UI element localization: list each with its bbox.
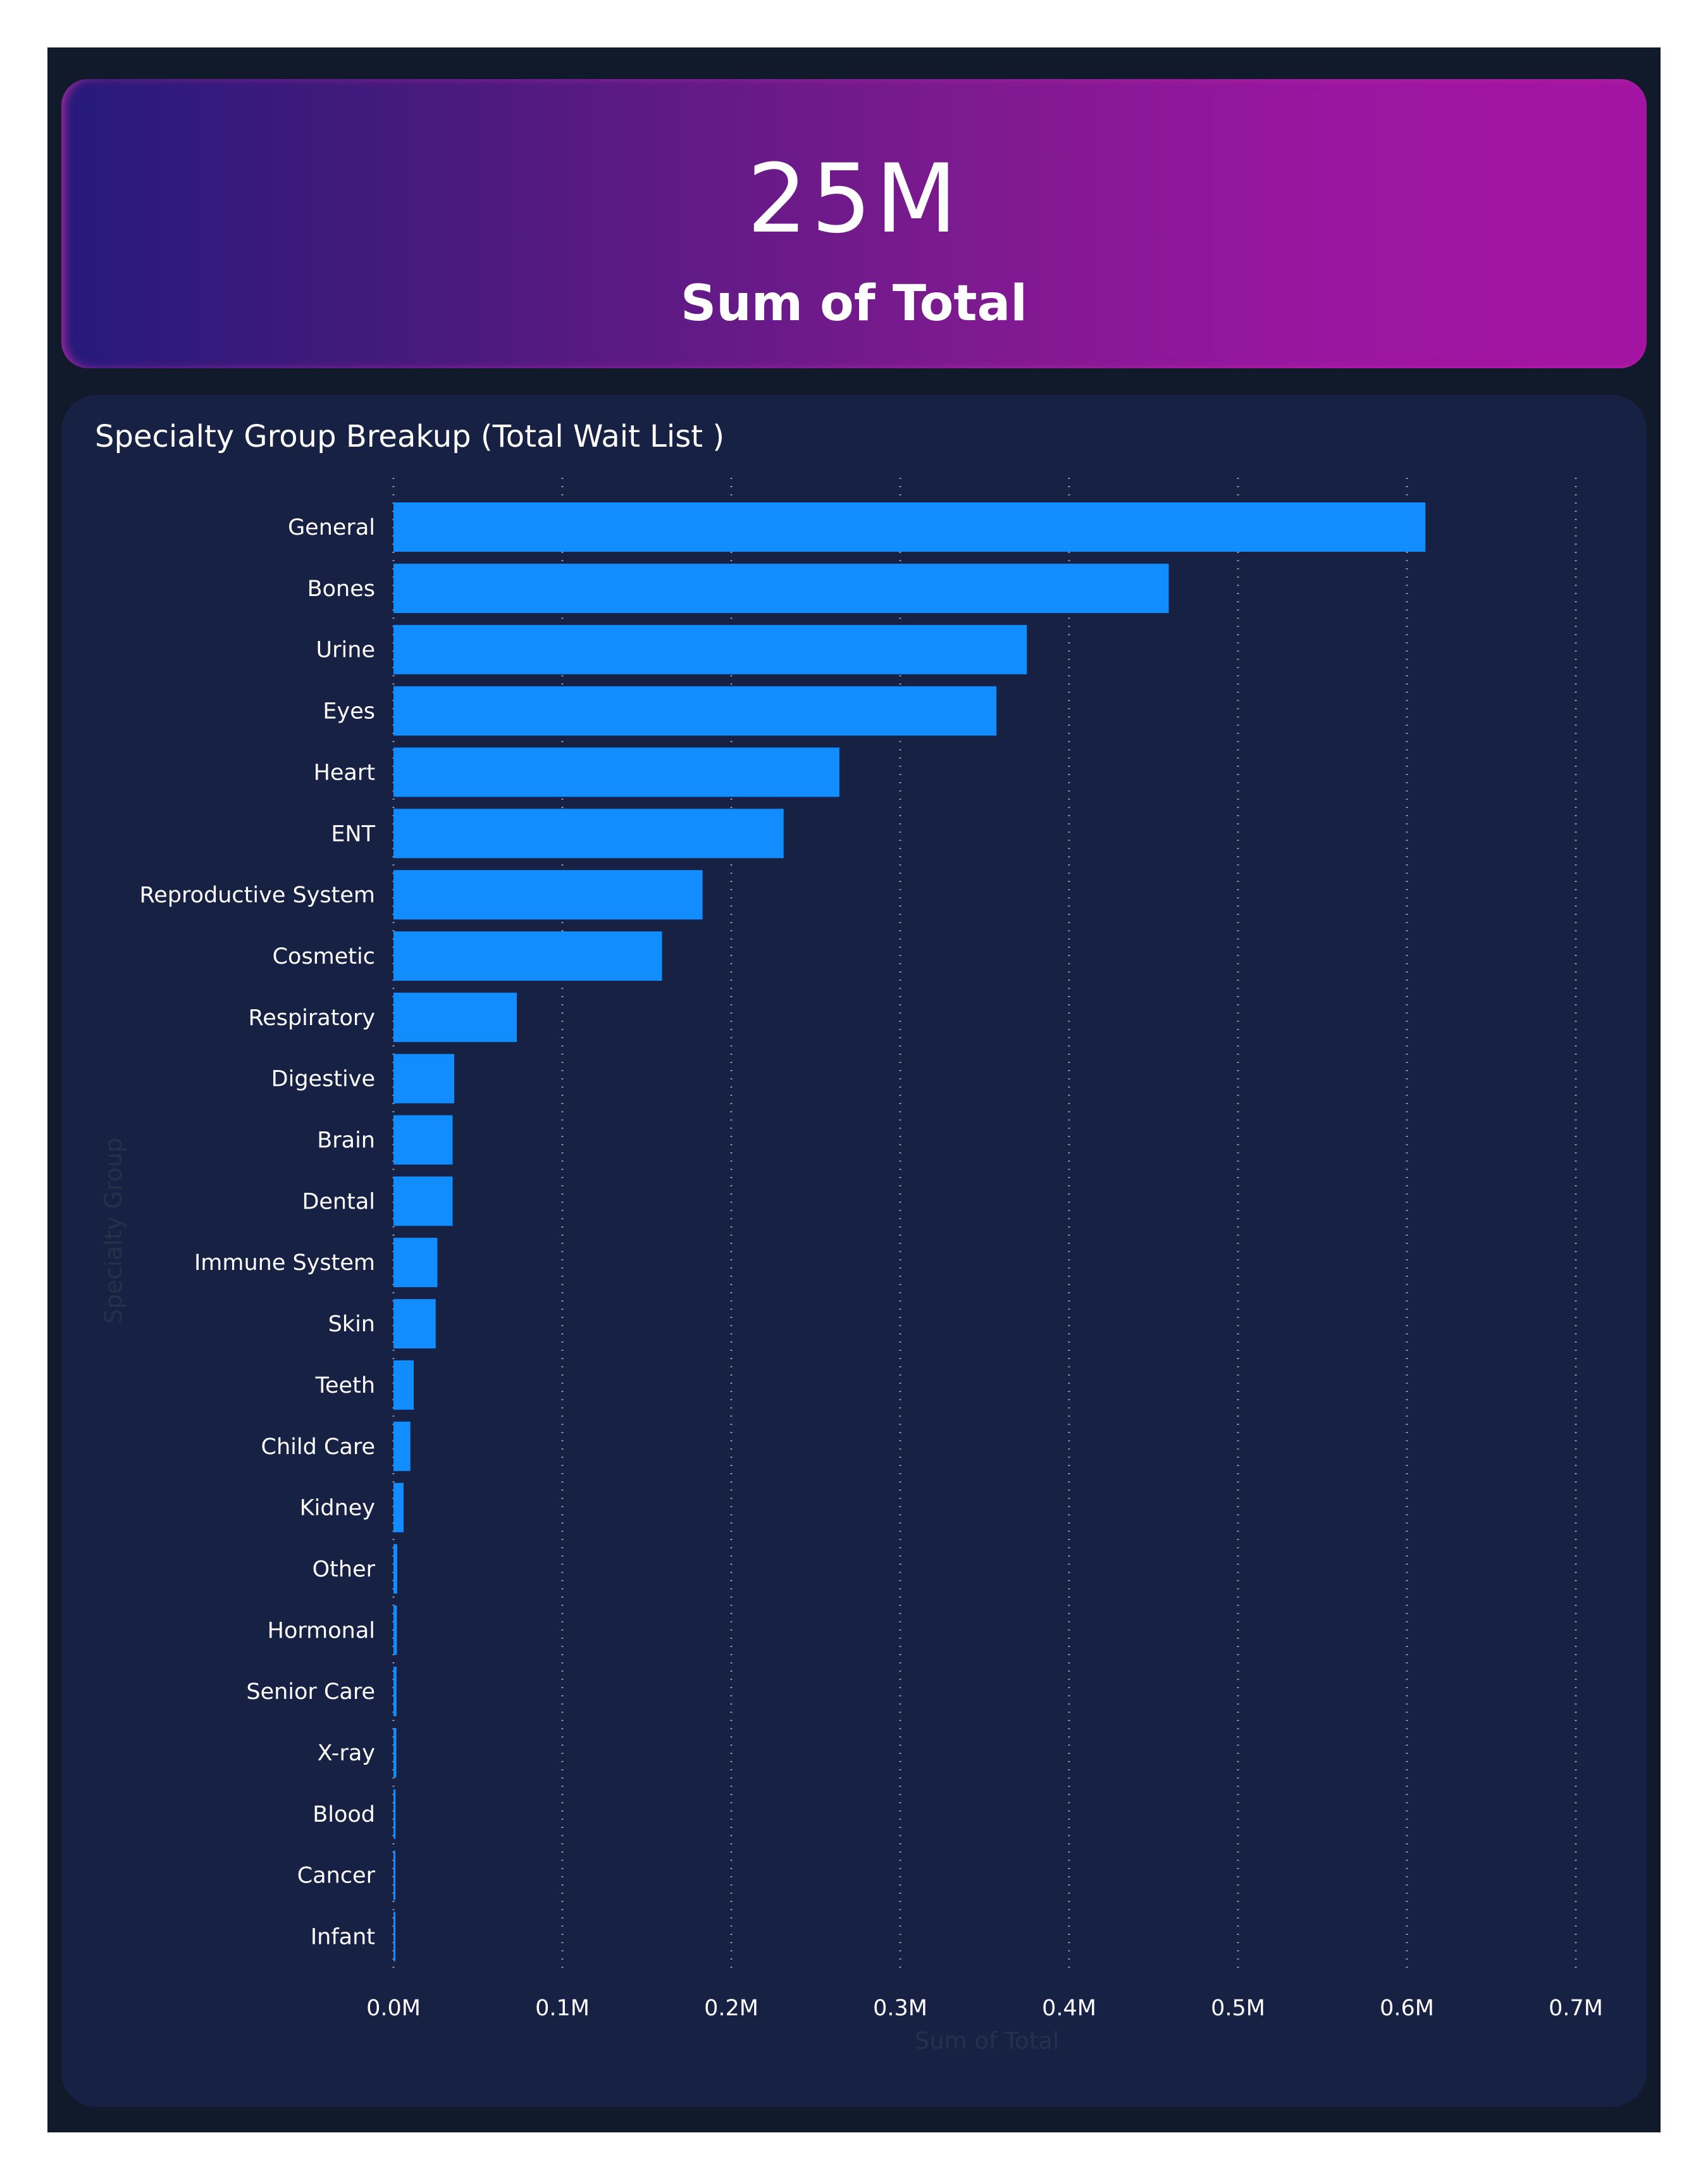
bar-kidney[interactable] (393, 1483, 404, 1533)
category-label: Hormonal (268, 1618, 375, 1643)
category-label: Senior Care (246, 1679, 375, 1705)
category-label: Reproductive System (139, 883, 375, 908)
category-label: Teeth (315, 1373, 375, 1398)
x-tick-label: 0.6M (1380, 1996, 1434, 2021)
bar-child-care[interactable] (393, 1421, 411, 1471)
bar-digestive[interactable] (393, 1054, 455, 1104)
category-label: Blood (313, 1802, 375, 1827)
category-label: ENT (331, 821, 375, 847)
bar-immune-system[interactable] (393, 1238, 438, 1288)
x-tick-label: 0.1M (535, 1996, 590, 2021)
bar-cancer[interactable] (393, 1850, 395, 1900)
category-label: Kidney (300, 1496, 375, 1521)
kpi-label: Sum of Total (681, 275, 1027, 332)
bar-other[interactable] (393, 1544, 397, 1594)
category-label: Respiratory (248, 1005, 375, 1031)
category-label: Heart (314, 760, 375, 785)
category-label: Immune System (194, 1250, 375, 1276)
x-tick-label: 0.4M (1042, 1996, 1096, 2021)
bar-general[interactable] (393, 502, 1426, 552)
bar-blood[interactable] (393, 1789, 396, 1839)
y-axis-title: Specialty Group (100, 1138, 127, 1324)
category-label: Skin (328, 1312, 375, 1337)
category-label: Urine (316, 638, 375, 663)
category-label: Brain (317, 1128, 375, 1154)
category-label: Child Care (261, 1434, 375, 1460)
bars (393, 502, 1426, 1962)
category-label: General (288, 515, 375, 540)
bar-reproductive-system[interactable] (393, 870, 703, 920)
bar-infant[interactable] (393, 1912, 395, 1962)
x-tick-label: 0.2M (704, 1996, 758, 2021)
bar-eyes[interactable] (393, 686, 997, 736)
x-axis-title: Sum of Total (915, 2027, 1060, 2055)
x-tick-label: 0.7M (1549, 1996, 1603, 2021)
kpi-card[interactable] (61, 79, 1647, 368)
bar-urine[interactable] (393, 625, 1027, 675)
category-label: Cosmetic (273, 944, 375, 969)
x-tick-label: 0.3M (873, 1996, 927, 2021)
chart-title: Specialty Group Breakup (Total Wait List… (95, 419, 725, 454)
bar-brain[interactable] (393, 1115, 453, 1165)
category-label: Dental (302, 1189, 375, 1214)
category-label: Eyes (323, 699, 375, 725)
category-label: Infant (311, 1925, 375, 1950)
kpi-value: 25M (746, 144, 962, 254)
category-labels: General Bones Urine Eyes Heart ENT Reproductiv… (139, 515, 375, 1950)
bar-senior-care[interactable] (393, 1667, 397, 1717)
bar-cosmetic[interactable] (393, 931, 662, 981)
x-axis-ticks: 0.0M 0.1M 0.2M 0.3M 0.4M 0.5M 0.6M 0.7M (366, 1996, 1603, 2021)
chart-card[interactable] (61, 395, 1647, 2107)
bar-bones[interactable] (393, 563, 1169, 613)
bar-x-ray[interactable] (393, 1728, 397, 1777)
bar-hormonal[interactable] (393, 1605, 397, 1655)
category-label: Cancer (297, 1863, 376, 1889)
bar-heart[interactable] (393, 747, 839, 797)
bar-teeth[interactable] (393, 1360, 414, 1410)
x-tick-label: 0.0M (366, 1996, 421, 2021)
category-label: Bones (307, 576, 375, 602)
category-label: X-ray (318, 1741, 375, 1766)
x-tick-label: 0.5M (1211, 1996, 1265, 2021)
bar-ent[interactable] (393, 809, 784, 859)
bar-skin[interactable] (393, 1299, 436, 1349)
category-label: Other (313, 1557, 376, 1582)
bar-dental[interactable] (393, 1176, 453, 1226)
bar-respiratory[interactable] (393, 992, 517, 1042)
category-label: Digestive (271, 1067, 375, 1092)
